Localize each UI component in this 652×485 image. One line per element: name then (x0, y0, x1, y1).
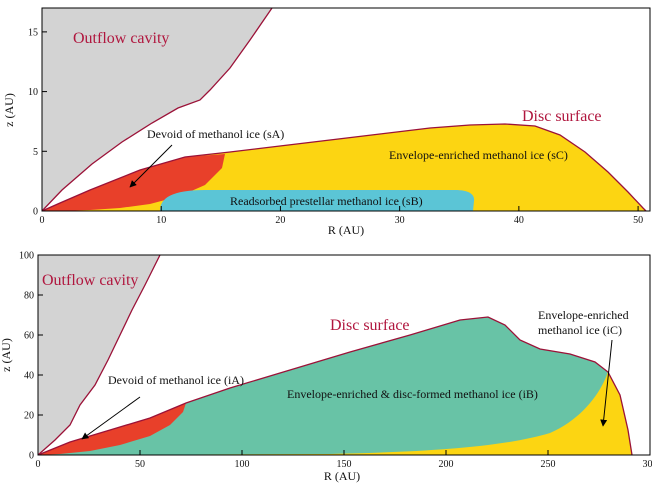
top-envelope-label: Envelope-enriched methanol ice (sC) (389, 148, 568, 162)
top-readsorbed-label: Readsorbed prestellar methanol ice (sB) (230, 194, 423, 208)
bottom-y-ticks: 0 20 40 60 80 100 (19, 251, 43, 462)
bottom-x-ticks: 0 50 100 150 200 250 300 (36, 450, 652, 470)
bottom-envelope-disc-label: Envelope-enriched & disc-formed methanol… (287, 387, 538, 401)
bottom-envelope-label-line2: methanol ice (iC) (538, 323, 622, 337)
bottom-disc-surface-line (38, 316, 633, 455)
top-y-tick-label: 10 (28, 87, 38, 98)
bottom-x-tick-label: 250 (541, 459, 556, 470)
bottom-y-tick-label: 40 (24, 371, 34, 382)
top-x-tick-label: 40 (514, 215, 524, 226)
bottom-x-tick-label: 300 (643, 459, 652, 470)
bottom-x-tick-label: 150 (337, 459, 352, 470)
top-x-tick-label: 0 (40, 215, 45, 226)
bottom-x-tick-label: 0 (36, 459, 41, 470)
top-x-tick-label: 20 (275, 215, 285, 226)
top-region-sB (160, 190, 475, 211)
bottom-x-tick-label: 200 (439, 459, 454, 470)
bottom-y-tick-label: 100 (19, 251, 34, 262)
top-disc-surface-label: Disc surface (522, 108, 602, 125)
bottom-panel: 0 50 100 150 200 250 300 0 20 40 60 80 100 R (AU) z… (0, 251, 652, 484)
top-cavity-wall-line (42, 8, 273, 211)
top-x-tick-label: 30 (395, 215, 405, 226)
top-x-tick-label: 50 (633, 215, 643, 226)
top-plot-frame (41, 7, 651, 212)
bottom-y-axis-label: z (AU) (0, 338, 13, 372)
bottom-outflow-label: Outflow cavity (42, 272, 138, 289)
bottom-envelope-arrow (600, 339, 613, 427)
bottom-region-iB (38, 317, 608, 455)
bottom-y-tick-label: 60 (24, 331, 34, 342)
top-disc-surface-line (42, 123, 647, 211)
top-y-tick-label: 15 (28, 27, 38, 38)
bottom-y-tick-label: 20 (24, 411, 34, 422)
top-panel: 0 10 20 30 40 50 0 5 10 15 R (AU) z (AU) Outflow… (2, 7, 651, 237)
top-y-tick-label: 5 (33, 147, 38, 158)
bottom-envelope-label-line1: Envelope-enriched (538, 308, 629, 322)
top-x-ticks: 0 10 20 30 40 50 (40, 206, 643, 226)
top-devoid-arrow (129, 144, 173, 188)
top-y-ticks: 0 5 10 15 (28, 27, 47, 218)
bottom-y-tick-label: 80 (24, 291, 34, 302)
top-devoid-label: Devoid of methanol ice (sA) (147, 127, 284, 141)
bottom-y-tick-label: 0 (29, 451, 34, 462)
bottom-disc-surface-label: Disc surface (330, 317, 410, 334)
bottom-x-axis-label: R (AU) (324, 469, 360, 483)
top-y-tick-label: 0 (33, 207, 38, 218)
top-outflow-label: Outflow cavity (73, 30, 169, 47)
bottom-region-iA (38, 403, 186, 455)
bottom-devoid-label: Devoid of methanol ice (iA) (108, 373, 244, 387)
top-outflow-cavity (42, 8, 272, 211)
bottom-x-tick-label: 100 (235, 459, 250, 470)
bottom-cavity-wall-line (38, 255, 161, 455)
bottom-outflow-cavity (38, 255, 160, 455)
top-x-tick-label: 10 (156, 215, 166, 226)
top-y-axis-label: z (AU) (2, 93, 16, 127)
bottom-x-tick-label: 50 (135, 459, 145, 470)
bottom-devoid-arrow (81, 396, 141, 440)
top-x-axis-label: R (AU) (328, 223, 364, 237)
